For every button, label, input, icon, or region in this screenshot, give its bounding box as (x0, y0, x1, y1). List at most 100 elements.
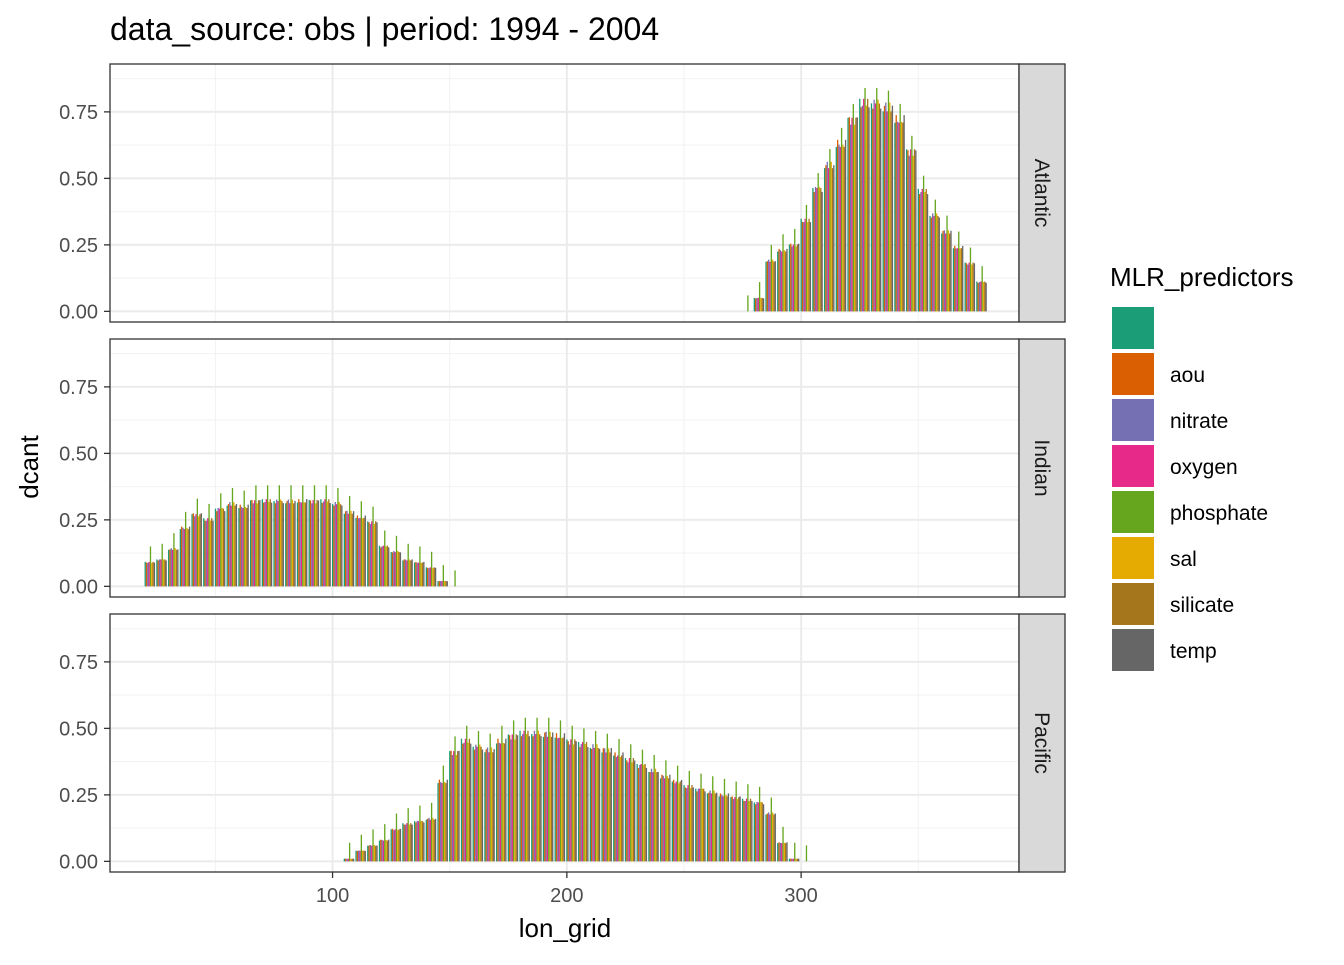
bar (736, 799, 739, 862)
bar (559, 720, 562, 862)
bar (423, 822, 425, 862)
bar (429, 567, 431, 587)
bar (882, 111, 884, 312)
bar (964, 262, 966, 312)
bar (889, 102, 891, 312)
bar (423, 561, 425, 587)
bar (580, 744, 582, 862)
y-axis-label: dcant (14, 434, 44, 498)
legend-key (1112, 629, 1154, 671)
bar (475, 744, 477, 862)
bar (661, 774, 663, 862)
bar (816, 188, 818, 312)
x-axis: 100 200 300 (316, 872, 818, 907)
bar (270, 502, 273, 587)
bar (761, 802, 763, 862)
bar (445, 580, 447, 587)
bar (184, 511, 187, 587)
bar (909, 149, 912, 312)
bar (938, 217, 940, 312)
bar (462, 743, 464, 862)
legend-label: temp (1170, 640, 1217, 663)
bar (870, 103, 873, 312)
bar (856, 117, 858, 312)
bar (584, 744, 586, 862)
bar (689, 788, 692, 862)
bar (922, 175, 925, 312)
bar (920, 192, 922, 312)
bar (814, 186, 817, 312)
bar (378, 545, 381, 587)
bar (937, 215, 939, 312)
bar (265, 499, 267, 587)
bar (943, 230, 946, 312)
bar (360, 501, 362, 587)
bar (542, 736, 545, 862)
bar (765, 261, 767, 312)
bar (514, 739, 516, 862)
bar (174, 548, 176, 587)
bar (455, 755, 458, 862)
bar (878, 103, 881, 312)
bar (523, 730, 525, 862)
bar (394, 552, 396, 587)
bar (952, 248, 955, 312)
bar (470, 743, 472, 862)
bar (924, 192, 926, 312)
bar (281, 501, 283, 587)
bar (493, 749, 495, 862)
legend-item: aou (1112, 353, 1205, 395)
bar (208, 503, 210, 587)
bar (562, 737, 564, 862)
bar (299, 502, 301, 587)
bar (796, 858, 799, 862)
bar (680, 779, 683, 862)
bar (472, 746, 474, 862)
bar (247, 504, 249, 587)
bar (880, 108, 882, 312)
bar (894, 122, 896, 312)
bar (164, 559, 166, 587)
bar (376, 522, 378, 587)
bar (385, 546, 387, 587)
bar (243, 490, 245, 587)
bar (627, 762, 629, 862)
y-tick-label: 0.25 (59, 510, 98, 532)
bar (531, 734, 533, 862)
bar (765, 814, 767, 862)
bar (773, 261, 775, 312)
bar (371, 521, 373, 587)
bar (630, 744, 632, 862)
bar (792, 858, 795, 862)
bar (505, 738, 507, 862)
bar (592, 744, 594, 862)
bar (507, 734, 510, 862)
bar (968, 262, 970, 312)
bar (291, 499, 294, 587)
bar (917, 188, 919, 312)
bar (427, 818, 429, 862)
bar (818, 186, 821, 312)
bar (326, 501, 329, 587)
bar (617, 755, 619, 862)
bar (227, 504, 230, 587)
bar (522, 734, 524, 862)
bar (965, 263, 968, 312)
bar (749, 798, 752, 862)
bar (381, 546, 383, 587)
legend-item: oxygen (1112, 445, 1238, 487)
bar (428, 817, 430, 862)
bar (386, 545, 389, 587)
bar (355, 517, 357, 587)
bar (502, 742, 504, 862)
bar (701, 788, 704, 862)
bar (820, 188, 822, 312)
bar (165, 560, 167, 587)
bar (967, 264, 969, 312)
legend-label: phosphate (1170, 502, 1268, 525)
bar (805, 204, 808, 312)
bar (388, 839, 390, 862)
bar (794, 228, 796, 312)
bar (338, 501, 340, 587)
legend-key (1112, 583, 1154, 625)
